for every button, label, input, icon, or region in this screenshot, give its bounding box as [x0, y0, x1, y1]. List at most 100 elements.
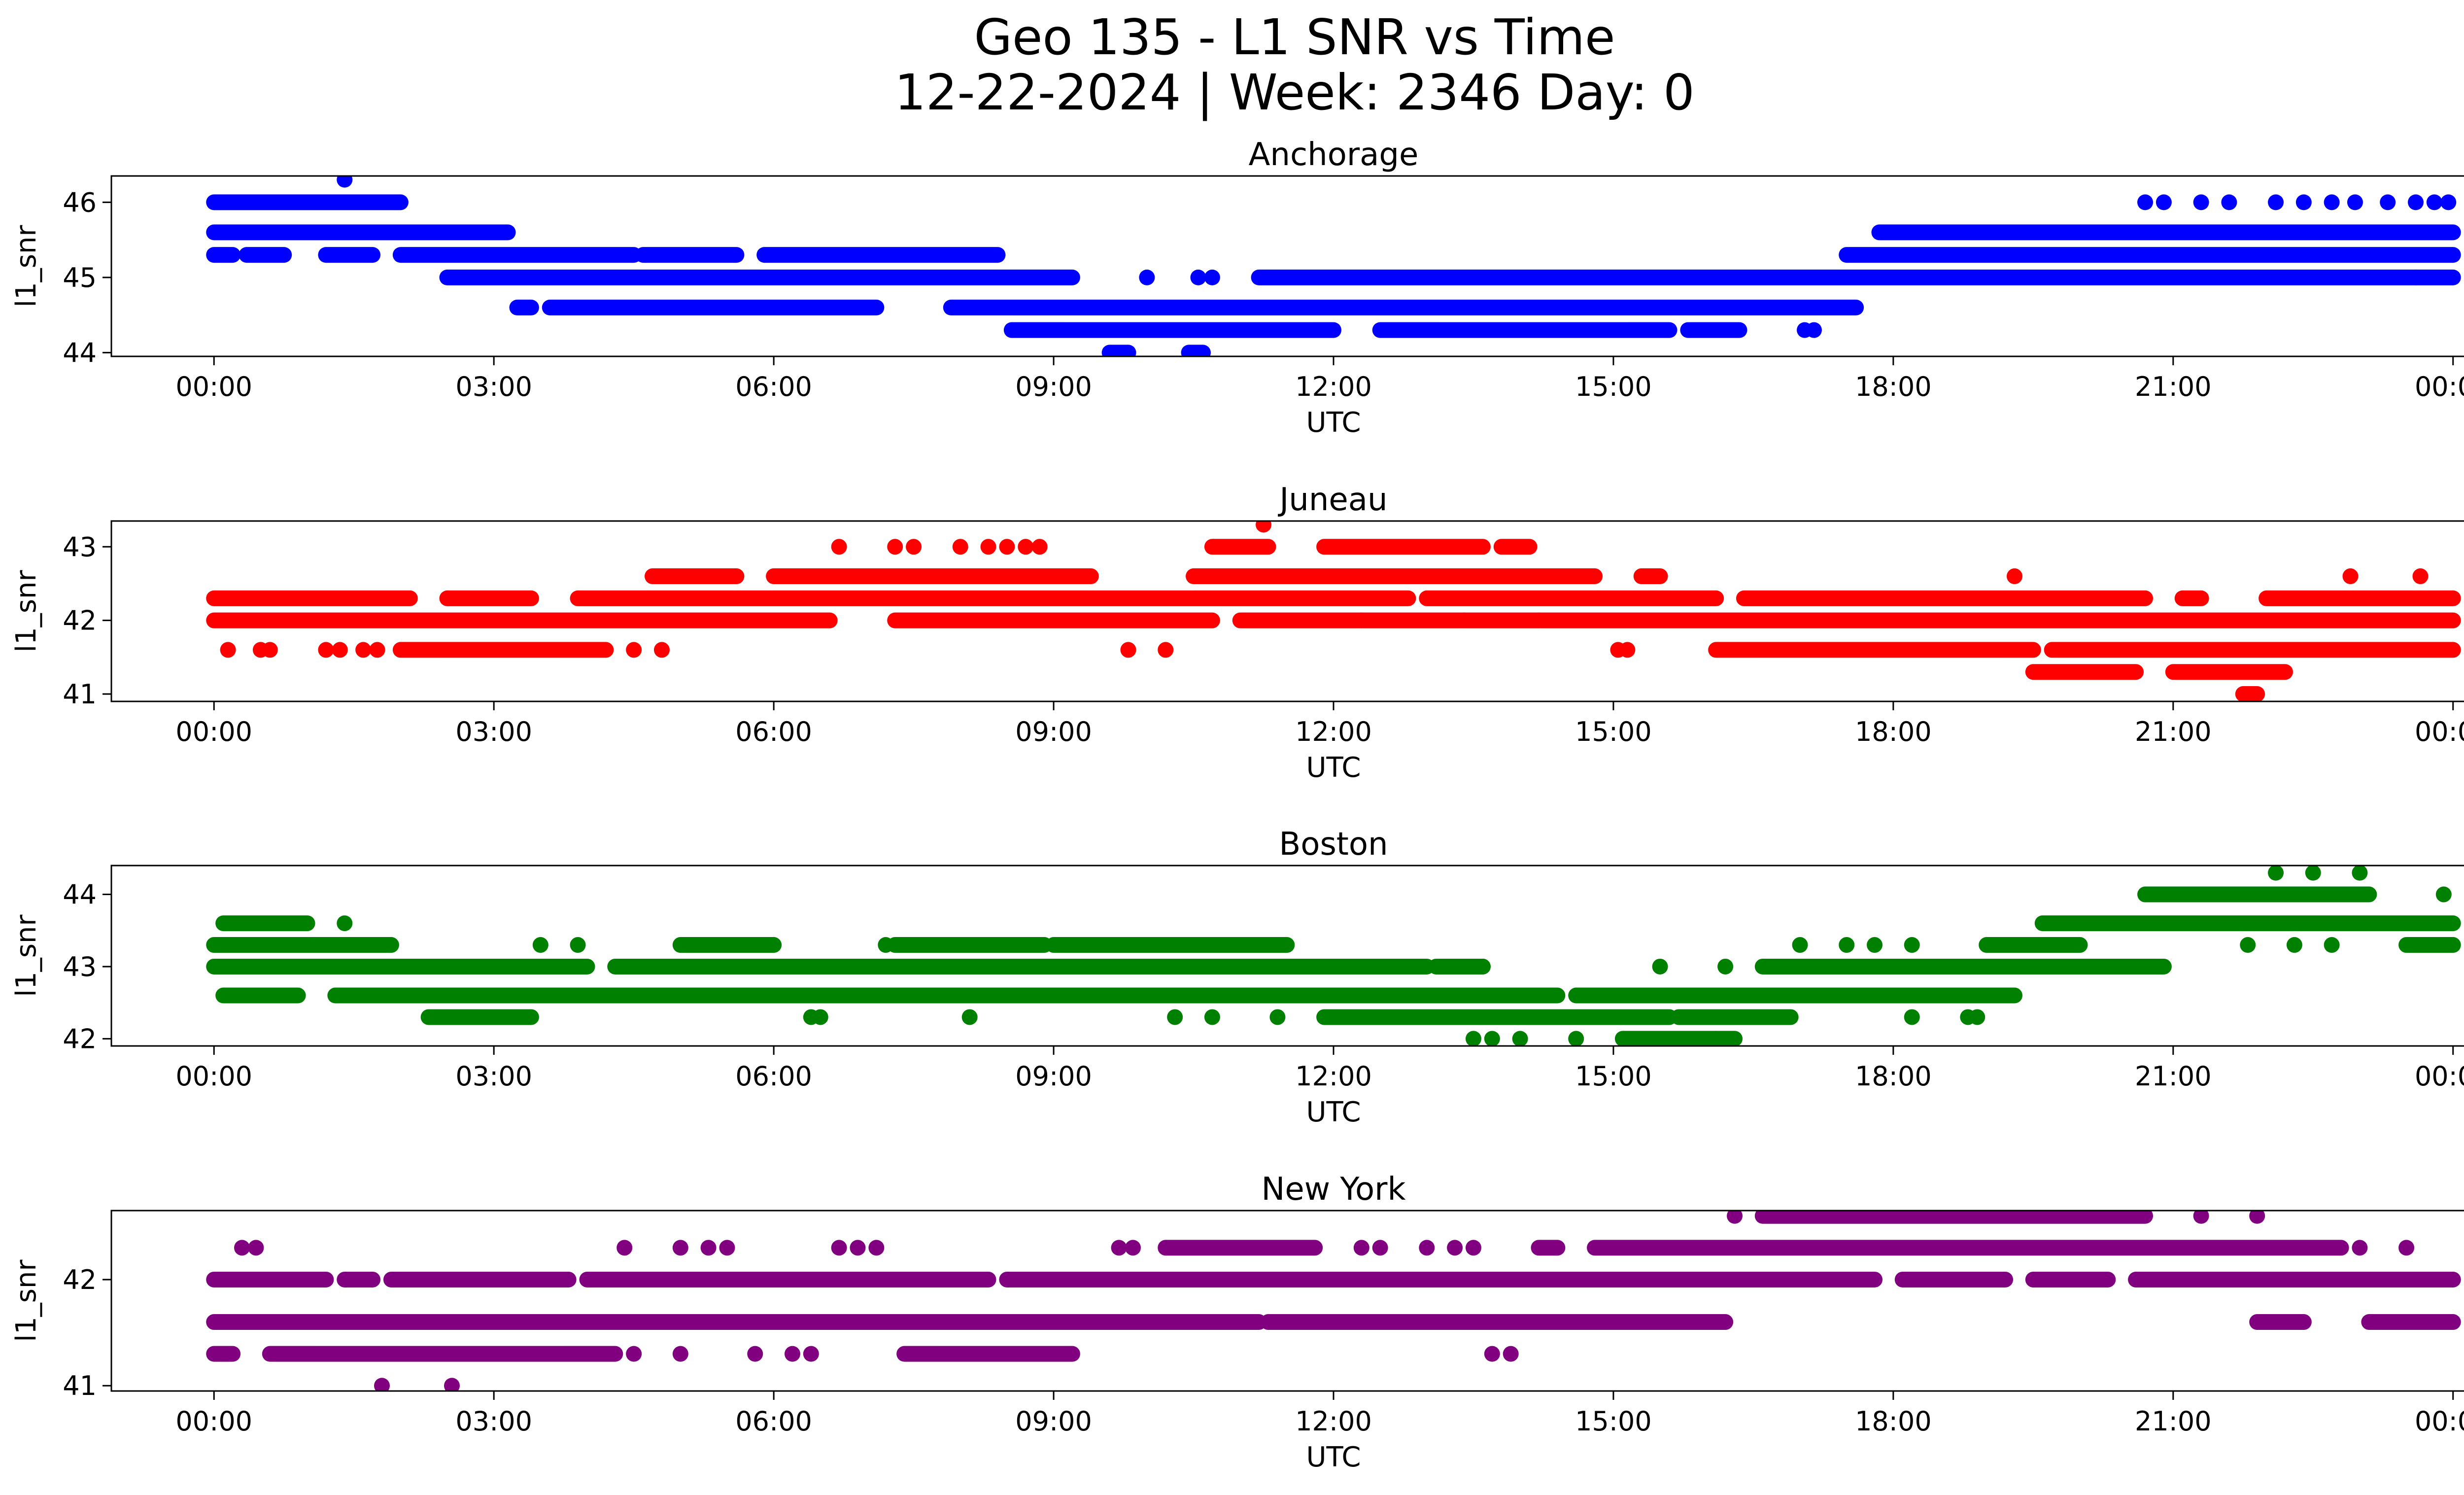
- data-point: [1568, 1031, 1584, 1046]
- point-band: [1232, 612, 2461, 628]
- data-point: [719, 1240, 735, 1256]
- data-point: [868, 1240, 885, 1256]
- point-band: [1260, 1314, 1734, 1330]
- point-band: [635, 247, 745, 263]
- data-point: [803, 1346, 819, 1362]
- point-band: [1680, 322, 1747, 338]
- x-axis-label: UTC: [1306, 1441, 1361, 1473]
- data-point: [1652, 958, 1668, 974]
- point-band: [1633, 568, 1668, 585]
- data-point: [1256, 521, 1272, 533]
- x-tick-label: 21:00: [2135, 371, 2212, 402]
- x-tick-label: 09:00: [1015, 1406, 1092, 1437]
- data-point: [2137, 194, 2154, 210]
- data-point: [262, 642, 278, 658]
- data-point: [2268, 866, 2284, 881]
- y-tick-label: 43: [63, 951, 97, 982]
- x-tick-label: 12:00: [1295, 1406, 1372, 1437]
- point-band: [392, 642, 614, 658]
- data-point: [1474, 958, 1491, 974]
- data-point: [1727, 1211, 1743, 1224]
- y-tick-label: 44: [63, 879, 97, 910]
- x-tick-label: 18:00: [1855, 1061, 1932, 1092]
- x-tick-label: 18:00: [1855, 716, 1932, 747]
- point-band: [1708, 642, 2041, 658]
- data-point: [626, 1346, 642, 1362]
- data-point: [1190, 269, 1206, 285]
- data-point: [2412, 568, 2429, 585]
- point-band: [570, 590, 1416, 606]
- data-point: [1465, 1240, 1481, 1256]
- point-band: [542, 299, 885, 315]
- data-point: [1792, 937, 1808, 953]
- data-point: [2426, 194, 2442, 210]
- point-band: [1839, 247, 2461, 263]
- data-point: [1419, 1240, 1435, 1256]
- point-band: [2174, 590, 2209, 606]
- data-point: [999, 539, 1015, 555]
- x-tick-label: 03:00: [455, 371, 532, 402]
- data-point: [1120, 642, 1136, 658]
- x-tick-label: 00:00: [2415, 371, 2464, 402]
- x-tick-label: 06:00: [735, 716, 812, 747]
- data-point: [672, 1346, 688, 1362]
- point-band: [1204, 539, 1276, 555]
- point-band: [239, 247, 292, 263]
- x-tick-label: 00:00: [2415, 1406, 2464, 1437]
- figure-title-line-1: Geo 135 - L1 SNR vs Time: [974, 8, 1615, 66]
- subplot-anchorage: 00:00 03:00 06:00 09:00 12:00 15:00 18:00 21:00…: [10, 137, 2464, 439]
- point-band: [206, 224, 516, 241]
- data-point: [1512, 1031, 1528, 1046]
- subplot-new-york: 00:00 03:00 06:00 09:00 12:00 15:00 18:00 21:00…: [10, 1171, 2464, 1473]
- data-point: [1167, 1009, 1183, 1025]
- data-point: [1204, 269, 1220, 285]
- data-point: [2156, 194, 2172, 210]
- data-point: [374, 1378, 390, 1391]
- point-band: [439, 269, 1080, 285]
- point-band: [262, 1346, 623, 1362]
- point-band: [766, 568, 1099, 585]
- data-point: [803, 1009, 819, 1025]
- data-point: [906, 539, 922, 555]
- subplot-title: New York: [1261, 1171, 1405, 1208]
- data-point: [234, 1240, 250, 1256]
- data-point: [1456, 612, 1472, 628]
- x-tick-label: 06:00: [735, 1061, 812, 1092]
- data-point: [355, 642, 372, 658]
- data-point: [2268, 194, 2284, 210]
- x-tick-label: 03:00: [455, 1061, 532, 1092]
- data-point: [1353, 612, 1369, 628]
- data-point: [2347, 194, 2363, 210]
- point-band: [206, 1346, 241, 1362]
- point-band: [1046, 937, 1295, 953]
- point-band: [206, 590, 418, 606]
- point-band: [206, 612, 838, 628]
- data-point: [2408, 269, 2424, 285]
- data-point: [1372, 1240, 1388, 1256]
- y-tick-label: 41: [63, 679, 97, 710]
- point-band: [672, 937, 782, 953]
- data-point: [2342, 568, 2359, 585]
- data-point: [1125, 1240, 1141, 1256]
- data-point: [850, 1240, 866, 1256]
- data-point: [1158, 642, 1174, 658]
- x-tick-label: 00:00: [175, 716, 252, 747]
- y-axis-label: l1_snr: [10, 570, 42, 653]
- point-band: [756, 247, 1006, 263]
- point-band: [2165, 664, 2293, 680]
- point-band: [2137, 886, 2377, 903]
- point-band: [1316, 1009, 1677, 1025]
- point-band: [887, 937, 1053, 953]
- x-tick-label: 18:00: [1855, 371, 1932, 402]
- x-tick-label: 00:00: [175, 1406, 252, 1437]
- data-point: [626, 642, 642, 658]
- data-point: [2435, 886, 2452, 903]
- point-band: [999, 1271, 1883, 1287]
- y-tick-label: 43: [63, 531, 97, 562]
- x-tick-label: 00:00: [175, 371, 252, 402]
- x-tick-label: 09:00: [1015, 371, 1092, 402]
- point-band: [2025, 664, 2144, 680]
- y-tick-label: 46: [63, 187, 97, 218]
